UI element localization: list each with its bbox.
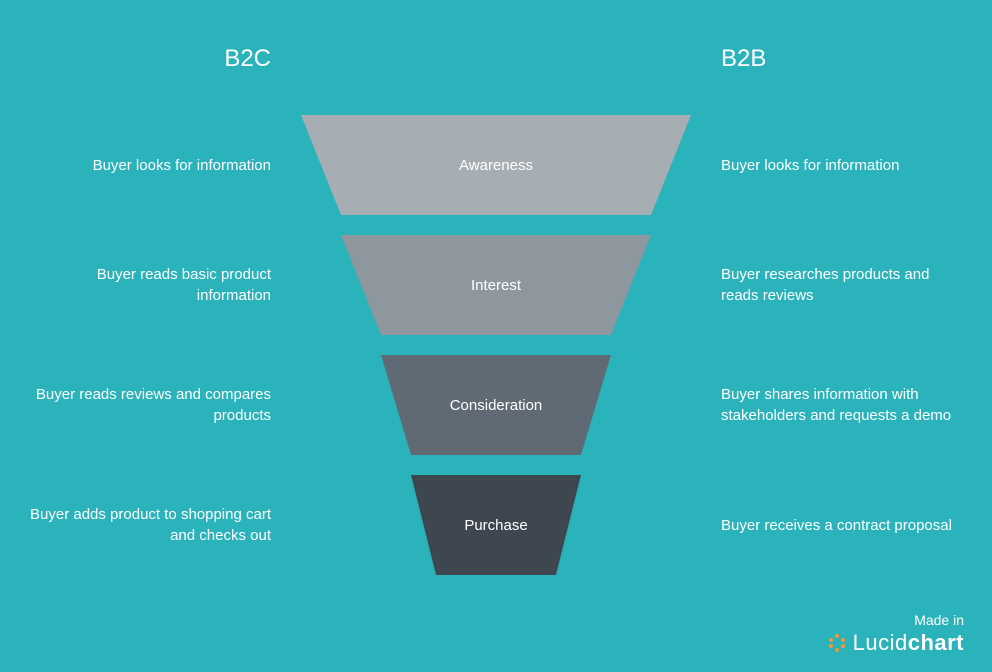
b2c-interest-text: Buyer reads basic product information [21, 235, 271, 335]
funnel-column: . Awareness Interest Consideration Purch… [301, 45, 691, 595]
b2c-purchase-text: Buyer adds product to shopping cart and … [21, 475, 271, 575]
made-in-text: Made in [827, 612, 964, 628]
b2c-awareness-text: Buyer looks for information [21, 115, 271, 215]
lucidchart-icon [827, 633, 847, 653]
funnel-stage-interest: Interest [301, 235, 691, 335]
b2b-purchase-text: Buyer receives a contract proposal [721, 475, 971, 575]
b2c-header: B2C [21, 45, 271, 75]
b2b-awareness-text: Buyer looks for information [721, 115, 971, 215]
lucidchart-logo: Lucidchart [827, 630, 964, 656]
funnel-stage-purchase: Purchase [301, 475, 691, 575]
b2b-column: B2B Buyer looks for information Buyer re… [691, 45, 971, 595]
b2c-consideration-text: Buyer reads reviews and compares product… [21, 355, 271, 455]
funnel-stage-awareness: Awareness [301, 115, 691, 215]
funnel-stage-consideration: Consideration [301, 355, 691, 455]
b2b-header: B2B [721, 45, 971, 75]
b2b-consideration-text: Buyer shares information with stakeholde… [721, 355, 971, 455]
lucidchart-wordmark: Lucidchart [853, 630, 964, 656]
footer-attribution: Made in Lucidchart [827, 612, 964, 656]
funnel-diagram: B2C Buyer looks for information Buyer re… [0, 0, 992, 595]
b2c-column: B2C Buyer looks for information Buyer re… [21, 45, 301, 595]
b2b-interest-text: Buyer researches products and reads revi… [721, 235, 971, 335]
